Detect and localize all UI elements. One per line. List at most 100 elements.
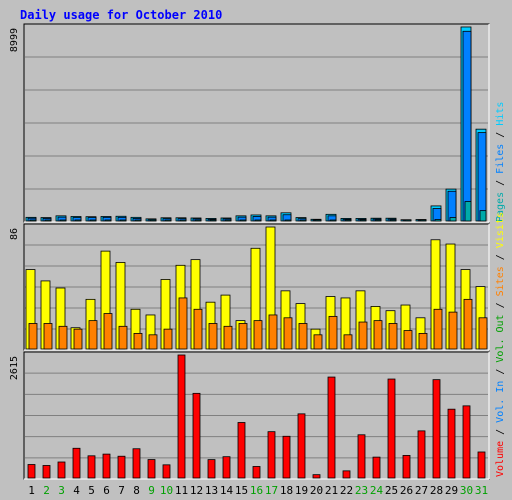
- x-tick-label: 5: [88, 484, 95, 497]
- bar-pages: [314, 219, 322, 222]
- bar-sites: [73, 328, 83, 350]
- x-tick-label: 6: [103, 484, 110, 497]
- x-tick-label: 27: [415, 484, 428, 497]
- x-tick-label: 31: [475, 484, 488, 497]
- x-tick-label: 20: [310, 484, 323, 497]
- bar-files: [477, 132, 487, 222]
- bar-volume: [132, 448, 141, 479]
- bar-sites: [358, 321, 368, 350]
- y-max-label: 2615: [9, 356, 20, 380]
- bar-sites: [58, 325, 68, 350]
- x-tick-label: 4: [73, 484, 80, 497]
- x-tick-label: 19: [295, 484, 308, 497]
- bar-sites: [28, 323, 38, 350]
- bar-volume: [102, 453, 111, 479]
- bar-volume: [447, 408, 456, 479]
- bar-pages: [299, 219, 307, 222]
- bar-pages: [29, 219, 37, 222]
- legend-label: Volume / Vol. In / Vol. Out / Sites / Vi…: [495, 212, 506, 477]
- x-tick-label: 28: [430, 484, 443, 497]
- bar-pages: [239, 219, 247, 222]
- bar-volume: [342, 470, 351, 479]
- bar-pages: [329, 219, 337, 222]
- bar-sites: [178, 297, 188, 350]
- bar-volume: [312, 474, 321, 479]
- x-tick-label: 1: [28, 484, 35, 497]
- bar-sites: [253, 320, 263, 350]
- bar-pages: [104, 219, 112, 222]
- bar-pages: [419, 219, 427, 222]
- legend-label: Pages / Files / Hits: [495, 102, 506, 222]
- bar-volume: [327, 376, 336, 479]
- bar-pages: [74, 219, 82, 222]
- bar-pages: [464, 201, 472, 222]
- bar-volume: [87, 455, 96, 479]
- bar-volume: [477, 451, 486, 479]
- bar-pages: [164, 219, 172, 222]
- bar-sites: [448, 311, 458, 350]
- bar-sites: [373, 320, 383, 350]
- bar-pages: [194, 219, 202, 222]
- bar-files: [447, 190, 457, 222]
- x-tick-label: 14: [220, 484, 234, 497]
- bar-volume: [72, 447, 81, 479]
- bar-volume: [162, 464, 171, 479]
- bar-volume: [42, 465, 51, 479]
- bar-volume: [432, 379, 441, 479]
- bar-volume: [222, 456, 231, 479]
- bar-sites: [208, 323, 218, 350]
- bar-volume: [462, 405, 471, 479]
- bar-pages: [389, 219, 397, 222]
- bar-sites: [403, 330, 413, 350]
- bar-volume: [147, 459, 156, 479]
- x-tick-label: 16: [250, 484, 263, 497]
- bar-sites: [433, 308, 443, 350]
- bar-pages: [359, 219, 367, 222]
- x-tick-label: 23: [355, 484, 368, 497]
- y-max-label: 86: [9, 228, 20, 240]
- panel-2: 86: [9, 223, 490, 351]
- bar-volume: [372, 456, 381, 479]
- bar-files: [462, 30, 472, 222]
- x-tick-label: 12: [190, 484, 203, 497]
- bar-volume: [417, 430, 426, 479]
- bar-sites: [418, 332, 428, 350]
- bar-pages: [179, 219, 187, 222]
- bar-volume: [117, 455, 126, 479]
- bar-pages: [374, 219, 382, 222]
- chart-title: Daily usage for October 2010: [20, 8, 222, 22]
- bar-sites: [328, 315, 338, 350]
- bar-volume: [57, 461, 66, 479]
- bar-pages: [284, 219, 292, 222]
- x-tick-label: 2: [43, 484, 50, 497]
- x-tick-label: 17: [265, 484, 278, 497]
- x-tick-label: 30: [460, 484, 473, 497]
- bar-volume: [297, 413, 306, 479]
- x-tick-label: 13: [205, 484, 218, 497]
- panel-1: 8999: [9, 23, 490, 223]
- x-tick-label: 10: [160, 484, 173, 497]
- bar-volume: [237, 422, 246, 479]
- bar-sites: [268, 314, 278, 350]
- bar-sites: [313, 334, 323, 350]
- bar-sites: [88, 320, 98, 350]
- bar-sites: [283, 317, 293, 350]
- bar-sites: [133, 332, 143, 350]
- bar-pages: [119, 219, 127, 222]
- bar-pages: [59, 219, 67, 222]
- y-max-label: 8999: [9, 28, 20, 52]
- bar-pages: [44, 219, 52, 222]
- bar-pages: [89, 219, 97, 222]
- x-tick-label: 22: [340, 484, 353, 497]
- x-tick-label: 21: [325, 484, 338, 497]
- bar-pages: [449, 217, 457, 222]
- bar-pages: [149, 219, 157, 222]
- bar-sites: [118, 325, 128, 350]
- bar-sites: [463, 298, 473, 350]
- bar-pages: [434, 219, 442, 222]
- bar-volume: [282, 435, 291, 479]
- bar-volume: [267, 431, 276, 479]
- bar-pages: [134, 219, 142, 222]
- bar-sites: [238, 323, 248, 350]
